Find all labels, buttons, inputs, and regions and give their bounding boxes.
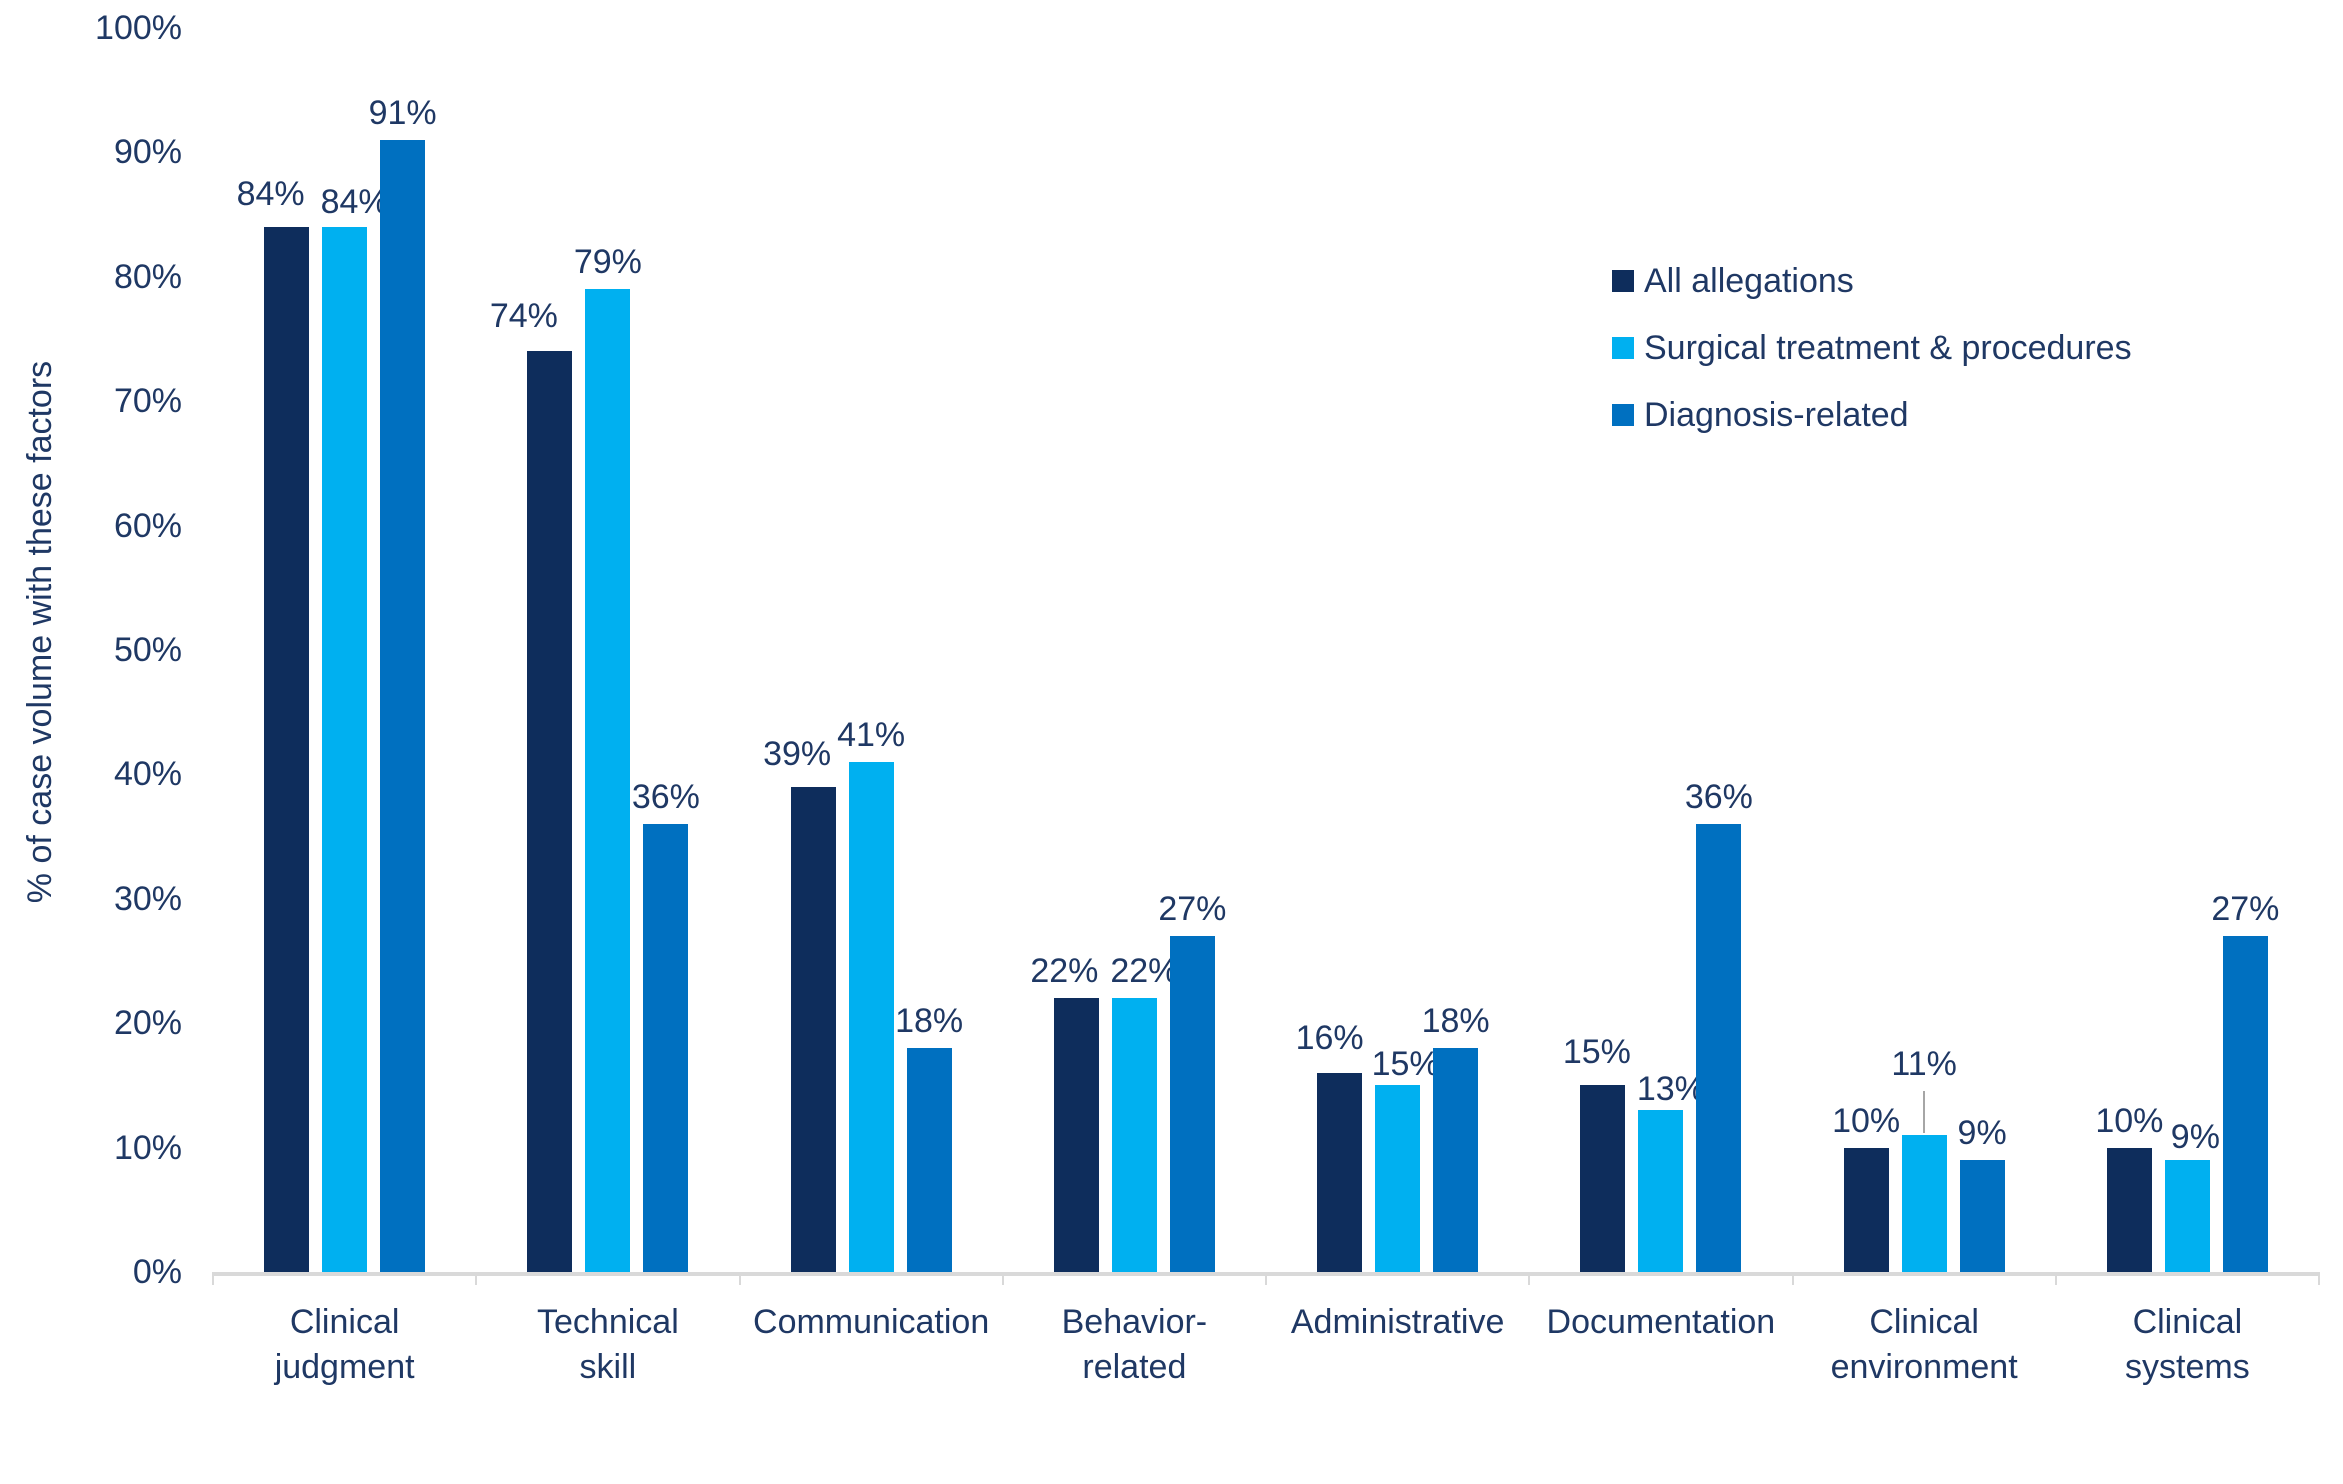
category-label: Clinical systems	[2125, 1303, 2250, 1386]
bar-group: 22% 22% 27%	[1003, 28, 1266, 1272]
bar-all-allegations	[2106, 1147, 2152, 1272]
x-axis-tick	[1265, 1272, 1267, 1285]
category-label: Documentation	[1546, 1303, 1776, 1341]
bar-value-label: 27%	[2211, 890, 2280, 929]
bar-diagnosis-related	[1169, 936, 1215, 1272]
x-axis-tick	[2054, 1272, 2057, 1285]
category-label: Administrative	[1290, 1303, 1505, 1341]
bar-surgical-treatment-procedures	[2164, 1160, 2210, 1272]
bar-all-allegations	[1580, 1085, 1626, 1272]
bar-value-label: 22%	[1030, 952, 1099, 991]
y-tick-label: 30%	[113, 879, 182, 918]
legend-item: Surgical treatment & procedures	[1612, 325, 2132, 370]
bar-diagnosis-related	[1433, 1048, 1479, 1272]
bar-value-label: 36%	[1684, 778, 1753, 817]
y-tick-label: 20%	[113, 1004, 182, 1043]
bar-value-label: 9%	[1957, 1114, 2007, 1153]
y-tick-label: 100%	[95, 9, 182, 47]
bar-all-allegations	[1843, 1147, 1889, 1272]
y-tick-label: 80%	[113, 257, 182, 296]
bar-diagnosis-related	[380, 139, 426, 1272]
category-label: Communication	[753, 1303, 990, 1341]
bar-group: 39% 41% 18%	[740, 28, 1003, 1272]
category-label: Clinical environment	[1830, 1303, 2018, 1386]
bar-diagnosis-related	[2222, 936, 2268, 1272]
bar-surgical-treatment-procedures	[585, 289, 631, 1272]
bar-diagnosis-related	[906, 1048, 952, 1272]
category-label: Behavior- related	[1061, 1303, 1208, 1386]
bar-all-allegations	[790, 786, 836, 1272]
bar-all-allegations	[1053, 998, 1099, 1272]
bar-value-label: 27%	[1158, 890, 1227, 929]
bar-value-label: 16%	[1295, 1018, 1364, 1057]
legend-label: Diagnosis-related	[1644, 395, 1909, 434]
bar-value-label: 36%	[631, 778, 700, 817]
bar-surgical-treatment-procedures	[1111, 998, 1157, 1272]
bar-group: 10% 11% 9%	[1793, 28, 2056, 1272]
bar-value-label: 18%	[1421, 1002, 1490, 1041]
bar-group: 74% 79% 36%	[476, 28, 739, 1272]
x-axis-tick	[1001, 1272, 1004, 1285]
bar-value-label: 9%	[2170, 1118, 2220, 1157]
x-axis-tick	[475, 1272, 478, 1285]
category-label: Clinical judgment	[274, 1303, 415, 1386]
bar-value-label: 84%	[236, 175, 305, 214]
bar-diagnosis-related	[1696, 824, 1742, 1272]
x-axis-tick	[212, 1272, 214, 1285]
bar-group: 16% 15% 18%	[1266, 28, 1529, 1272]
bar-surgical-treatment-procedures	[1638, 1110, 1684, 1272]
bar-value-label: 10%	[1832, 1101, 1901, 1140]
label-leader-line	[1923, 1091, 1926, 1134]
bar-value-label: 13%	[1636, 1070, 1705, 1109]
legend-item: Diagnosis-related	[1612, 392, 2132, 437]
x-axis-tick	[1528, 1272, 1531, 1285]
legend-label: All allegations	[1644, 261, 1854, 300]
bar-all-allegations	[527, 351, 573, 1272]
y-tick-label: 90%	[113, 133, 182, 172]
bar-value-label: 22%	[1110, 952, 1179, 991]
bar-value-label: 15%	[1562, 1033, 1631, 1072]
bar-all-allegations	[1317, 1072, 1363, 1272]
chart-legend: All allegations Surgical treatment & proc…	[1612, 258, 2132, 459]
bar-value-label: 18%	[895, 1002, 964, 1041]
bar-all-allegations	[264, 227, 310, 1272]
legend-swatch-icon	[1612, 269, 1634, 292]
y-tick-label: 50%	[113, 631, 182, 669]
y-tick-label: 40%	[113, 755, 182, 794]
bar-group: 84% 84% 91%	[213, 28, 476, 1272]
bar-surgical-treatment-procedures	[848, 761, 894, 1272]
bar-value-label: 74%	[489, 297, 558, 336]
legend-item: All allegations	[1612, 258, 2132, 303]
x-axis-tick	[738, 1272, 741, 1285]
bar-diagnosis-related	[643, 824, 689, 1272]
bar-surgical-treatment-procedures	[1901, 1135, 1947, 1272]
legend-label: Surgical treatment & procedures	[1644, 328, 2132, 367]
bar-value-label: 91%	[368, 93, 437, 132]
x-axis-tick	[2318, 1272, 2320, 1285]
bar-surgical-treatment-procedures	[322, 227, 368, 1272]
bar-value-label: 79%	[573, 243, 642, 282]
bar-value-label: 39%	[763, 734, 832, 773]
bar-surgical-treatment-procedures	[1375, 1085, 1421, 1272]
bar-value-label: 10%	[2095, 1101, 2164, 1140]
y-tick-label: 0%	[132, 1253, 182, 1291]
x-axis-tick	[1791, 1272, 1794, 1285]
category-label: Technical skill	[537, 1303, 679, 1386]
y-tick-label: 70%	[113, 382, 182, 421]
bar-value-label: 84%	[320, 183, 389, 222]
bar-value-label: 11%	[1891, 1045, 1957, 1084]
bar-value-label: 15%	[1371, 1045, 1440, 1084]
legend-swatch-icon	[1612, 403, 1634, 426]
bar-group: 15% 13% 36%	[1529, 28, 1792, 1272]
y-tick-label: 60%	[113, 506, 182, 545]
bar-group: 10% 9% 27%	[2056, 28, 2319, 1272]
legend-swatch-icon	[1612, 336, 1634, 359]
y-tick-label: 10%	[113, 1128, 182, 1167]
bar-value-label: 41%	[837, 715, 906, 754]
bar-diagnosis-related	[1959, 1160, 2005, 1272]
